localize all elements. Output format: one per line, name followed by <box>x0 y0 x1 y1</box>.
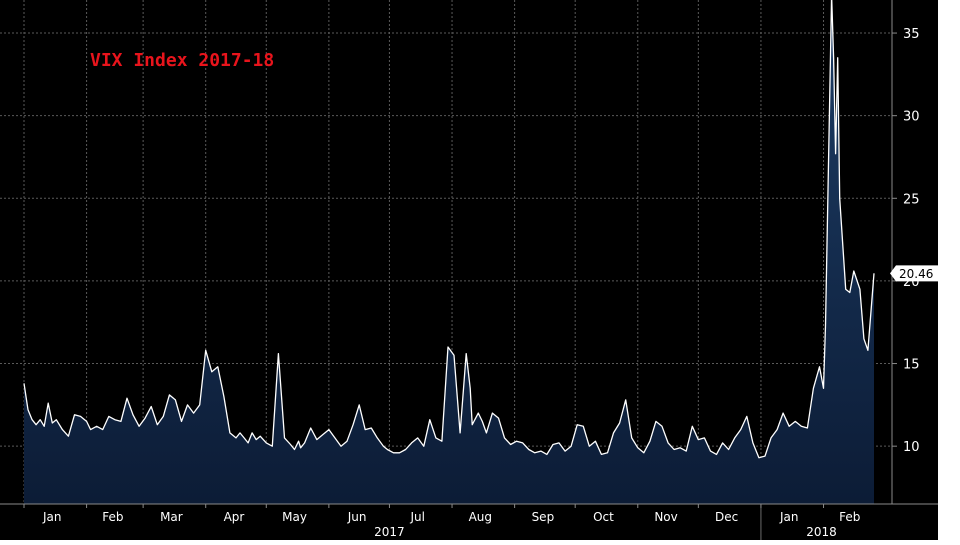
gridlines <box>0 0 892 504</box>
last-value-tag-background <box>890 265 940 282</box>
x-tick-label: Nov <box>654 510 677 524</box>
x-tick-label: Jun <box>347 510 367 524</box>
x-tick-label: Aug <box>469 510 492 524</box>
x-tick-label: Mar <box>160 510 183 524</box>
year-label: 2018 <box>806 525 837 539</box>
x-tick-label: Feb <box>102 510 123 524</box>
y-tick-label: 35 <box>903 27 920 42</box>
last-value-label: 20.46 <box>899 267 933 281</box>
y-tick-label: 30 <box>903 110 920 125</box>
x-tick-label: Apr <box>224 510 245 524</box>
x-tick-label: May <box>282 510 307 524</box>
x-tick-label: Dec <box>715 510 738 524</box>
series-area-fill <box>24 0 874 504</box>
y-tick-label: 15 <box>903 358 920 373</box>
chart-title: VIX Index 2017-18 <box>90 50 274 71</box>
x-tick-label: Feb <box>839 510 860 524</box>
axes <box>0 0 938 540</box>
last-value-tag: 20.46 <box>890 265 940 282</box>
x-tick-label: Jan <box>779 510 799 524</box>
x-tick-label: Sep <box>532 510 555 524</box>
x-tick-label: Jan <box>42 510 62 524</box>
year-label: 2017 <box>374 525 405 539</box>
series-line <box>23 0 875 459</box>
y-tick-label: 10 <box>903 440 920 455</box>
x-tick-labels: Jan Feb Mar Apr May Jun Jul Aug Sep Oct Nov Dec Jan F… <box>23 504 860 524</box>
x-tick-label: Oct <box>593 510 614 524</box>
y-tick-label: 25 <box>903 192 920 207</box>
year-labels: 2017 2018 <box>374 525 837 539</box>
x-tick-label: Jul <box>409 510 424 524</box>
